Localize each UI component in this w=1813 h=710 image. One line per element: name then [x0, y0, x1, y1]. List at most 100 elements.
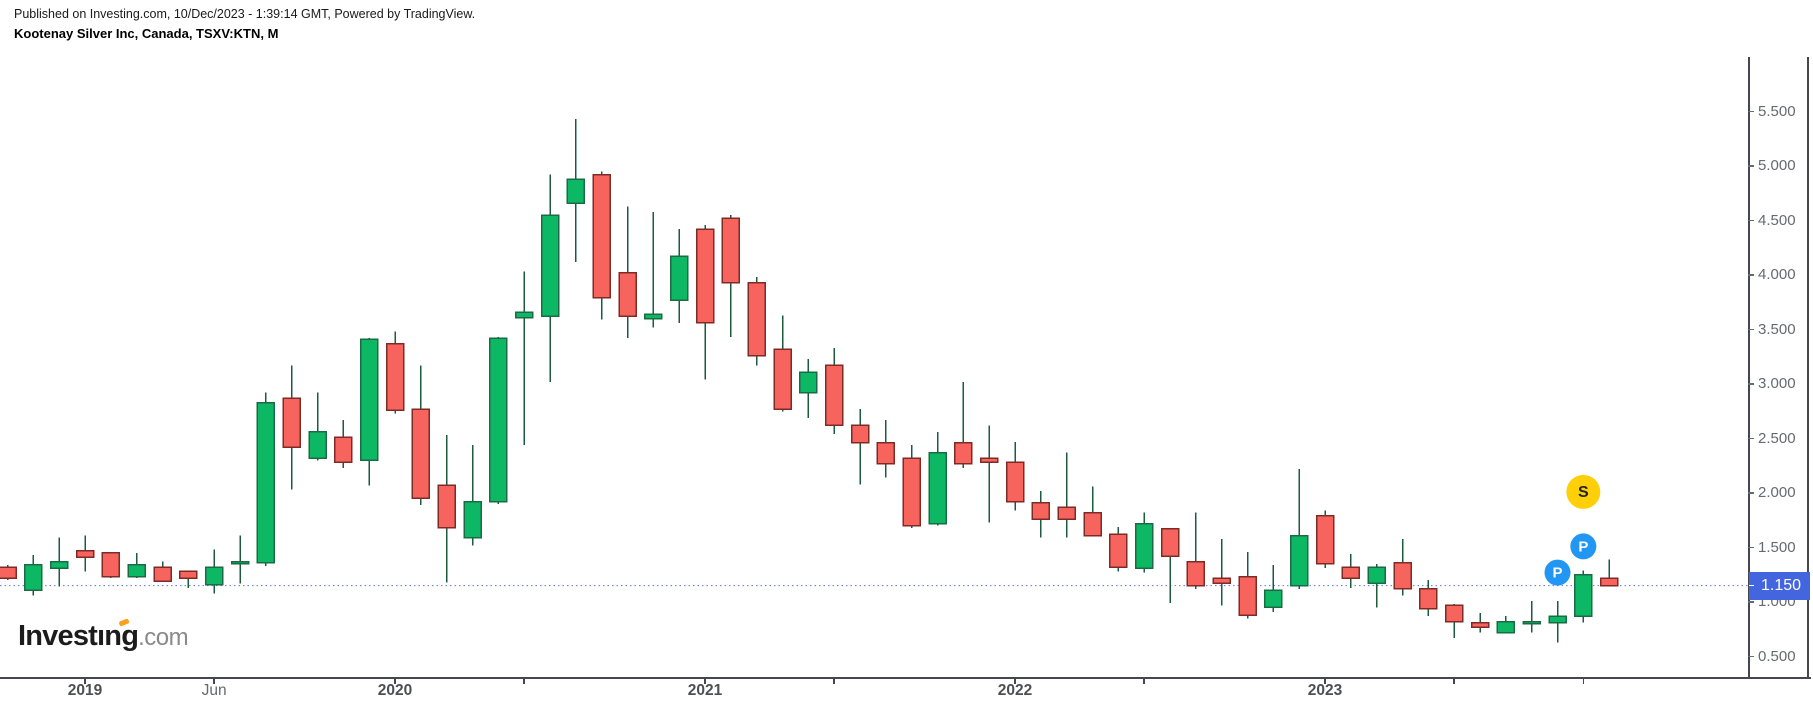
candle-2021-08	[876, 419, 896, 478]
candle-2023-07	[1470, 612, 1490, 633]
time-axis-label: Jun	[201, 682, 227, 699]
candle-wick	[962, 381, 965, 468]
candle-wick	[187, 570, 190, 588]
time-axis-label: 2023	[1307, 682, 1343, 699]
candle-body	[1160, 528, 1180, 557]
marker-letter: P	[1578, 538, 1588, 555]
candle-body	[824, 364, 844, 427]
candle-wick	[471, 445, 474, 546]
candle-2020-04	[463, 445, 482, 546]
candle-body	[721, 217, 741, 284]
candle-body	[1522, 620, 1541, 625]
candle-2020-08	[566, 119, 586, 262]
candle-wick	[1220, 538, 1223, 606]
candle-wick	[1091, 486, 1094, 537]
price-axis-label: 4.500	[1758, 211, 1796, 229]
candle-body	[954, 442, 973, 465]
time-axis-tick	[523, 678, 525, 684]
candle-body	[24, 564, 43, 591]
candle-body	[1419, 588, 1438, 610]
candle-2023-01	[1315, 510, 1335, 569]
time-axis-label: 2019	[67, 682, 103, 699]
candle-wick	[988, 425, 990, 523]
candle-body	[385, 342, 405, 411]
candle-2019-09	[282, 365, 301, 490]
price-axis-tick	[1748, 437, 1754, 440]
price-axis-tick	[1748, 492, 1754, 494]
candle-2018-10	[0, 564, 17, 581]
candle-2020-11	[644, 211, 663, 328]
candle-body	[876, 442, 896, 465]
candle-2019-10	[308, 392, 327, 461]
candle-2020-05	[489, 337, 508, 504]
marker-p-2023-11[interactable]: P	[1570, 533, 1597, 560]
sell-marker-icon	[1566, 474, 1601, 509]
candle-body	[1212, 577, 1231, 585]
candle-2019-07	[230, 535, 250, 584]
candle-2021-07	[850, 409, 870, 485]
candle-2021-02	[721, 215, 741, 338]
time-axis-tick	[833, 678, 835, 684]
candle-2019-03	[127, 552, 146, 579]
marker-letter: S	[1578, 484, 1589, 501]
time-axis-label: 2022	[997, 682, 1033, 699]
candle-2021-10	[928, 431, 947, 526]
candle-wick	[1195, 512, 1197, 589]
candle-2019-04	[153, 561, 172, 583]
candle-2019-06	[204, 549, 224, 594]
candle-wick	[1530, 600, 1533, 633]
candle-wick	[1608, 559, 1610, 587]
marker-p-2023-10[interactable]: P	[1544, 559, 1571, 586]
candle-body	[1444, 604, 1464, 623]
candle-2022-08	[1186, 512, 1206, 589]
candle-2021-04	[773, 315, 792, 412]
marker-letter: P	[1552, 565, 1562, 582]
price-axis-tick	[1748, 110, 1754, 113]
price-axis-label: 2.500	[1758, 429, 1796, 447]
candle-body	[514, 311, 534, 319]
marker-s-2023-11[interactable]: S	[1566, 474, 1601, 509]
candle-body	[1315, 515, 1335, 565]
candle-body	[411, 408, 431, 500]
candle-2023-10	[1548, 600, 1567, 643]
candle-body	[540, 214, 560, 318]
candle-body	[902, 457, 921, 527]
candle-body	[489, 337, 508, 503]
candle-wick	[1169, 527, 1171, 604]
candle-2022-07	[1160, 527, 1180, 604]
candle-body	[308, 431, 327, 459]
logo-brand-part1: Invest	[18, 620, 98, 652]
price-axis-label: 1.500	[1758, 538, 1796, 556]
price-axis-label: 4.000	[1758, 266, 1796, 283]
time-axis-tick	[704, 678, 706, 684]
time-axis-tick	[213, 678, 215, 684]
time-axis-tick	[1324, 678, 1326, 684]
time-axis-tick	[1014, 678, 1016, 684]
candle-body	[747, 281, 766, 357]
candle-2022-09	[1212, 538, 1231, 606]
candle-body	[850, 424, 870, 444]
candle-wick	[239, 535, 241, 584]
candle-2021-01	[695, 224, 715, 380]
candle-body	[204, 566, 224, 586]
candle-body	[359, 338, 379, 462]
price-axis-tick	[1748, 383, 1754, 385]
price-axis-label: 3.000	[1758, 375, 1796, 392]
candle-body	[282, 397, 301, 448]
candle-2021-11	[954, 381, 973, 468]
published-note: Published on Investing.com, 10/Dec/2023 …	[14, 7, 476, 21]
candle-2020-12	[669, 229, 689, 323]
candle-2019-08	[256, 392, 276, 567]
candle-wick	[859, 409, 861, 485]
candle-wick	[1272, 564, 1275, 612]
candle-body	[1367, 566, 1386, 585]
time-axis-tick	[1453, 678, 1455, 684]
profit-marker-icon	[1570, 533, 1597, 560]
candle-2019-05	[179, 570, 198, 588]
candle-2020-09	[592, 171, 611, 320]
candle-2019-11	[334, 419, 353, 468]
candle-body	[1341, 566, 1361, 579]
time-axis-tick	[84, 678, 86, 684]
